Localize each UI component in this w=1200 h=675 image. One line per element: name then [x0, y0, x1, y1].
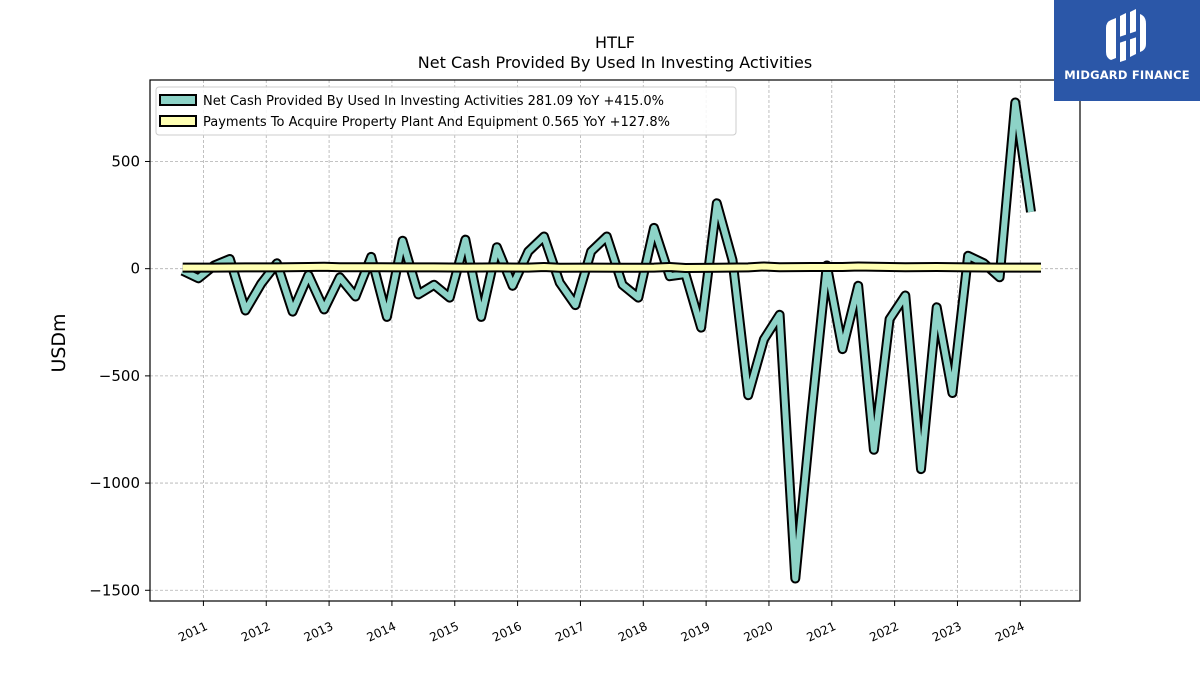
legend-box	[155, 86, 737, 136]
logo-text: MIDGARD FINANCE	[1064, 68, 1190, 82]
x-tick-label: 2016	[490, 619, 524, 645]
x-tick-label: 2014	[365, 619, 399, 645]
y-tick-label: −1000	[89, 474, 140, 492]
chart-subtitle: Net Cash Provided By Used In Investing A…	[418, 53, 812, 72]
x-tick-label: 2017	[553, 619, 587, 645]
plot-frame	[149, 79, 1081, 602]
x-tick-label: 2021	[804, 619, 838, 645]
axis-ticks: 2011 2012 2013 2014 2015 2016 2017 2018 2019 2020…	[89, 152, 1026, 644]
x-tick-label: 2020	[742, 619, 776, 645]
x-tick-label: 2023	[930, 619, 964, 645]
x-tick-label: 2018	[616, 619, 650, 645]
midgard-logo-icon	[1106, 9, 1146, 62]
x-tick-label: 2015	[427, 619, 461, 645]
legend: Net Cash Provided By Used In Investing A…	[155, 86, 737, 136]
x-tick-label: 2024	[993, 619, 1027, 645]
y-tick-label: 500	[111, 152, 140, 170]
x-tick-label: 2019	[679, 619, 713, 645]
legend-swatch	[159, 94, 197, 106]
x-tick-label: 2012	[239, 619, 273, 645]
x-tick-label: 2022	[867, 619, 901, 645]
midgard-finance-logo: MIDGARD FINANCE	[1054, 0, 1200, 101]
y-axis-label: USDm	[48, 313, 70, 372]
series-line-2	[182, 261, 1041, 273]
series-line	[181, 99, 1034, 582]
y-tick-label: −1500	[89, 581, 140, 599]
series-line	[182, 263, 1041, 271]
legend-entry: Payments To Acquire Property Plant And E…	[203, 115, 670, 130]
series-outline	[180, 97, 1036, 584]
legend-swatch	[159, 115, 197, 127]
series-layer	[180, 97, 1041, 584]
x-tick-label: 2011	[176, 619, 210, 645]
legend-entry: Net Cash Provided By Used In Investing A…	[203, 94, 664, 109]
series-line-1	[180, 97, 1036, 584]
y-tick-label: 0	[130, 260, 140, 278]
y-tick-label: −500	[99, 367, 140, 385]
chart-title: HTLF	[595, 33, 635, 52]
x-tick-label: 2013	[302, 619, 336, 645]
